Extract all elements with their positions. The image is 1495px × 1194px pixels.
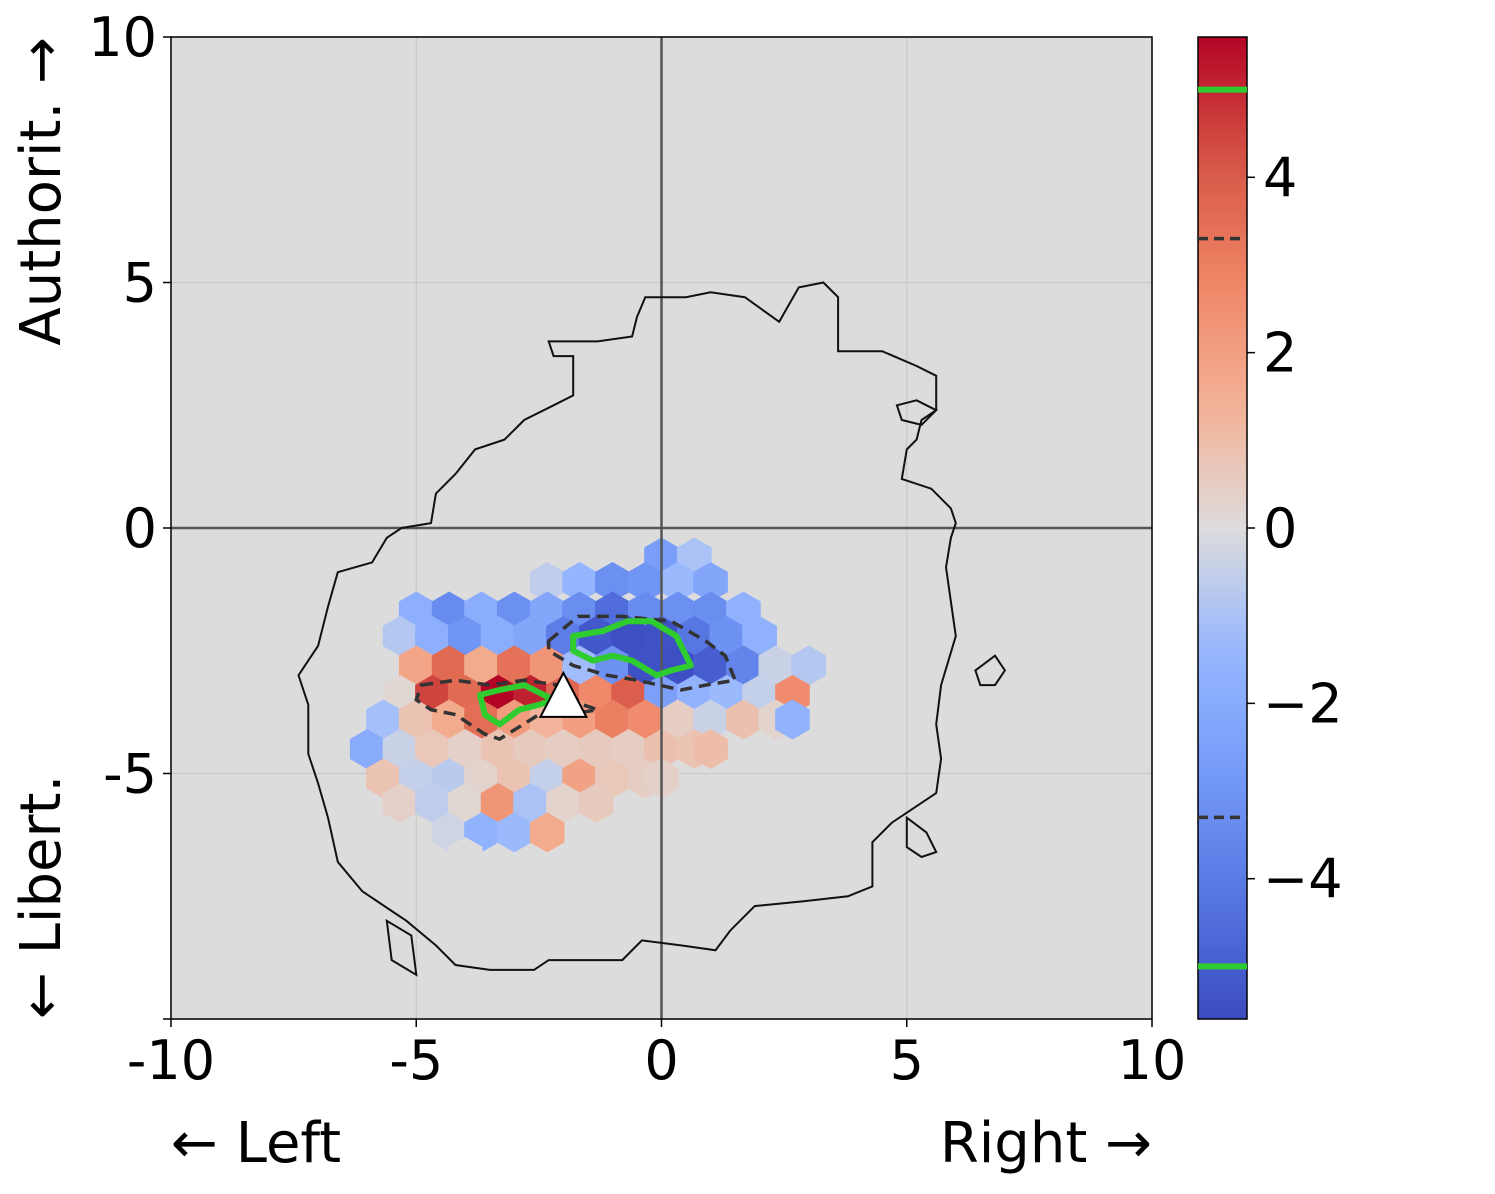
hexbin-cells (349, 537, 826, 877)
y-tick-label: 10 (88, 6, 157, 69)
density-outline-island (974, 654, 1007, 687)
y-tick-label: 5 (123, 252, 157, 315)
y-axis-label-top: Authorit. → (9, 37, 74, 346)
hex-cell (415, 616, 450, 656)
colorbar-tick-label: 4 (1263, 146, 1297, 209)
green-level-contour (477, 682, 557, 728)
hex-cell (464, 645, 499, 686)
hex-cell (529, 562, 565, 602)
hex-cell (448, 783, 483, 823)
hex-cell (693, 729, 728, 769)
hex-cell (628, 562, 663, 602)
hex-cell (562, 562, 597, 602)
hex-cell (578, 616, 614, 656)
x-tick-label: 10 (1118, 1029, 1187, 1092)
density-outline-island (895, 399, 938, 427)
y-tick-label: 0 (123, 497, 157, 560)
x-tick-label: -10 (127, 1029, 215, 1092)
hex-cell (578, 783, 614, 823)
hex-cell (595, 562, 630, 602)
hex-cell (791, 645, 826, 686)
colorbar-tick-label: −4 (1263, 848, 1343, 911)
hex-cell (480, 783, 516, 823)
hex-cell (693, 699, 728, 740)
hex-cell (693, 562, 728, 602)
hex-cell (775, 699, 810, 740)
y-tick-label: -5 (103, 743, 157, 806)
axis-ticks: -10 -5 0 5 10 -5 0 5 10 (88, 6, 1186, 1092)
density-outline-island (385, 918, 418, 977)
hex-cell (513, 729, 548, 769)
hex-cell (529, 812, 565, 853)
hex-cell (660, 699, 695, 740)
hex-cell (693, 645, 728, 686)
hex-cell (382, 783, 418, 823)
colorbar-tick-label: 0 (1263, 497, 1297, 560)
hex-cell (464, 699, 499, 740)
hex-cell (349, 729, 385, 769)
x-tick-label: 5 (890, 1029, 924, 1092)
colorbar: 4 2 0 −2 −4 (1197, 36, 1343, 1020)
colorbar-gradient (1197, 36, 1248, 1020)
position-marker-triangle (538, 670, 589, 718)
hex-cell (611, 729, 646, 769)
colorbar-tick-label: −2 (1263, 672, 1343, 735)
hex-cell (415, 729, 450, 769)
hex-cell (660, 562, 695, 602)
colorbar-tick-label: 2 (1263, 322, 1297, 385)
hex-cell (415, 783, 450, 823)
x-axis-label-left: ← Left (171, 1111, 341, 1176)
hex-cell (382, 729, 418, 769)
x-axis-label-right: Right → (940, 1111, 1152, 1176)
hex-cell (431, 645, 467, 686)
x-tick-label: 0 (644, 1029, 678, 1092)
hex-cell (497, 645, 532, 686)
hex-cell (578, 729, 614, 769)
density-outline-contour (297, 281, 957, 971)
y-axis-label-bottom: ← Libert. (9, 775, 74, 1019)
green-level-contour (570, 618, 694, 679)
hex-cell (628, 699, 663, 740)
colorbar-level-lines (1198, 86, 1247, 970)
hex-cell (595, 699, 630, 740)
hex-cell (546, 783, 581, 823)
hex-cell (497, 812, 532, 853)
hex-cell (758, 645, 794, 686)
density-outline-island (905, 815, 938, 859)
hex-cell (726, 699, 761, 740)
hex-cell (480, 729, 516, 769)
hex-cell (709, 616, 745, 656)
hex-cell (448, 616, 483, 656)
hex-cell (382, 616, 418, 656)
dashed-level-contour (546, 614, 738, 692)
colorbar-ticks: 4 2 0 −2 −4 (1247, 146, 1343, 911)
zero-axes (171, 37, 1152, 1019)
hex-cell (448, 729, 483, 769)
hex-cell (398, 699, 434, 740)
hex-cell (398, 645, 434, 686)
contour-lines (297, 281, 1007, 977)
hex-cell (513, 783, 548, 823)
marker-layer (538, 670, 589, 718)
hex-cell (480, 616, 516, 656)
hex-cell (366, 699, 401, 740)
hex-cell (546, 729, 581, 769)
x-tick-label: -5 (389, 1029, 443, 1092)
hex-cell (742, 616, 777, 656)
hex-cell (513, 616, 548, 656)
hex-cell (448, 837, 483, 877)
hex-cell (431, 699, 467, 740)
